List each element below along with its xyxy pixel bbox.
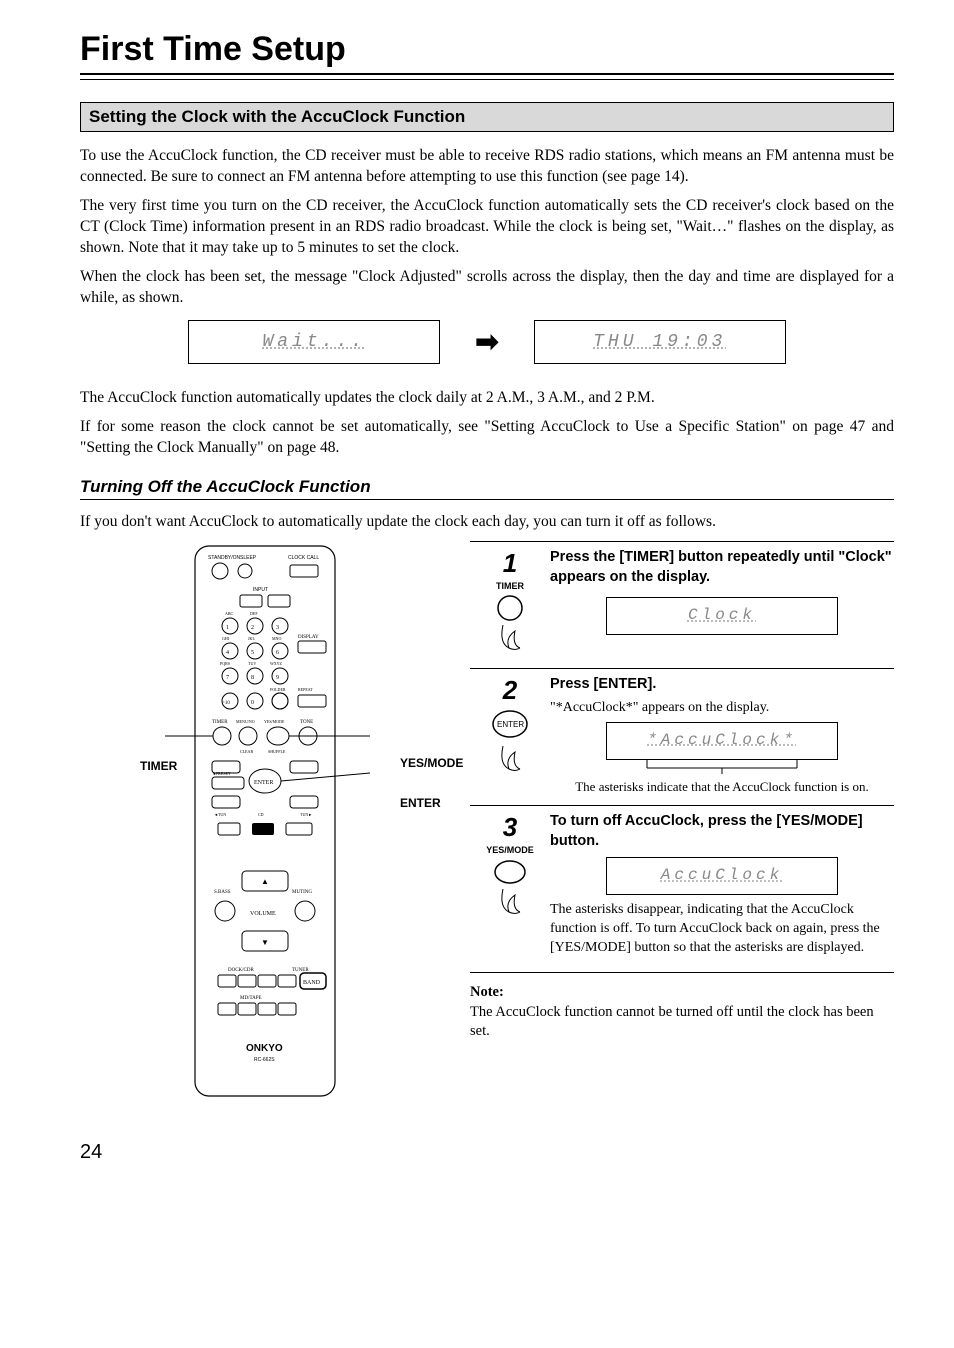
arrow-icon: ➡ [475,325,498,359]
enter-button-icon: ENTER [485,708,535,778]
section-heading: Setting the Clock with the AccuClock Fun… [80,102,894,132]
svg-text:DEF: DEF [250,611,258,616]
svg-text:YES/MODE: YES/MODE [264,719,285,724]
svg-text:4: 4 [226,650,229,656]
svg-text:CLOCK CALL: CLOCK CALL [288,555,319,561]
svg-text:◄PRESET: ◄PRESET [212,771,231,776]
step-3: 3 YES/MODE To turn off AccuClock, press … [470,806,894,973]
svg-text:ONKYO: ONKYO [246,1043,283,1054]
svg-text:GHI: GHI [222,636,230,641]
svg-text:CD: CD [258,812,264,817]
svg-text:BAND: BAND [303,980,321,986]
step-2-sub: "*AccuClock*" appears on the display. [550,699,894,718]
svg-text:FOLDER: FOLDER [270,687,286,692]
step-3-btn-label: YES/MODE [470,845,550,855]
svg-text:ENTER: ENTER [497,720,524,729]
para-1: To use the AccuClock function, the CD re… [80,146,894,188]
subsection-heading: Turning Off the AccuClock Function [80,477,894,497]
para-5: If for some reason the clock cannot be s… [80,417,894,459]
step-2: 2 ENTER Press [ENTER]. "*AccuClock*" app… [470,669,894,806]
step-2-caption: The asterisks indicate that the AccuCloc… [550,778,894,796]
note-label: Note: [470,984,504,1000]
remote-diagram: STANDBY/ON SLEEP CLOCK CALL INPUT 1 2 3 4 5… [80,541,450,1101]
step-2-instr: Press [ENTER]. [550,675,894,695]
svg-text:WXYZ: WXYZ [270,661,283,666]
svg-text:1: 1 [226,625,229,631]
sub-rule [80,499,894,500]
svg-text:DISPLAY: DISPLAY [298,635,319,640]
svg-text:INPUT: INPUT [253,587,268,593]
svg-text:ENTER: ENTER [254,780,273,786]
svg-text:5: 5 [251,650,254,656]
step-1-btn-label: TIMER [470,581,550,591]
svg-text:PQRS: PQRS [220,661,230,666]
svg-text:7: 7 [226,675,229,681]
step-1-lcd: Clock [606,597,838,635]
svg-text:STANDBY/ON: STANDBY/ON [208,555,241,561]
svg-text:SHUFFLE: SHUFFLE [268,749,286,754]
svg-text:REPEAT: REPEAT [298,687,313,692]
steps-column: 1 TIMER Press the [TIMER] button repeate… [470,541,894,1041]
step-1-num: 1 [470,548,550,579]
step-3-after: The asterisks disappear, indicating that… [550,901,894,958]
page-number: 24 [80,1141,894,1164]
step-1-instr: Press the [TIMER] button repeatedly unti… [550,548,894,587]
asterisk-pointer-icon [607,760,837,774]
svg-text:RC-662S: RC-662S [254,1057,275,1063]
note-text: The AccuClock function cannot be turned … [470,1004,874,1040]
step-2-num: 2 [470,675,550,706]
step-3-instr: To turn off AccuClock, press the [YES/MO… [550,812,894,851]
svg-text:MNO: MNO [272,636,281,641]
svg-text:ABC: ABC [225,611,234,616]
svg-text:CLEAR: CLEAR [240,749,253,754]
remote-icon: STANDBY/ON SLEEP CLOCK CALL INPUT 1 2 3 4 5… [140,541,390,1101]
para-2: The very first time you turn on the CD r… [80,196,894,259]
lcd-row-intro: Wait... ➡ THU 19:03 [80,320,894,364]
svg-text:▲: ▲ [261,877,269,886]
para-4: The AccuClock function automatically upd… [80,388,894,409]
svg-text:TIMER: TIMER [212,720,228,725]
svg-text:MUTING: MUTING [292,890,312,895]
remote-label-timer: TIMER [140,759,177,773]
step-1: 1 TIMER Press the [TIMER] button repeate… [470,542,894,669]
svg-text:MD/TAPE: MD/TAPE [240,996,262,1001]
svg-text:TUN►: TUN► [300,812,312,817]
note-block: Note: The AccuClock function cannot be t… [470,983,894,1042]
svg-text:MENU/NO: MENU/NO [236,719,255,724]
svg-text:9: 9 [276,675,279,681]
svg-text:DOCK/CDR: DOCK/CDR [228,968,255,973]
svg-text:3: 3 [276,625,279,631]
lcd-time: THU 19:03 [534,320,786,364]
svg-text:6: 6 [276,650,279,656]
svg-text:▼: ▼ [261,938,269,947]
svg-text:S.BASS: S.BASS [214,890,231,895]
subsection-intro: If you don't want AccuClock to automatic… [80,512,894,533]
svg-text:>10: >10 [222,701,230,706]
para-3: When the clock has been set, the message… [80,267,894,309]
page-title: First Time Setup [80,30,894,69]
svg-text:JKL: JKL [248,636,255,641]
lcd-wait: Wait... [188,320,440,364]
step-3-num: 3 [470,812,550,843]
step-2-lcd: *AccuClock* [606,722,838,760]
timer-button-icon [485,593,535,653]
step-3-lcd: AccuClock [606,857,838,895]
svg-text:2: 2 [251,625,254,631]
yesmode-button-icon [485,857,535,917]
svg-text:TONE: TONE [300,720,313,725]
svg-text:8: 8 [251,675,254,681]
svg-text:SLEEP: SLEEP [240,555,257,561]
remote-label-enter: ENTER [400,796,441,810]
svg-text:◄TUN: ◄TUN [214,812,226,817]
svg-text:0: 0 [251,700,254,706]
svg-text:VOLUME: VOLUME [250,911,276,917]
title-rule [80,73,894,80]
svg-text:TUV: TUV [248,661,256,666]
remote-label-yesmode: YES/MODE [400,756,463,770]
